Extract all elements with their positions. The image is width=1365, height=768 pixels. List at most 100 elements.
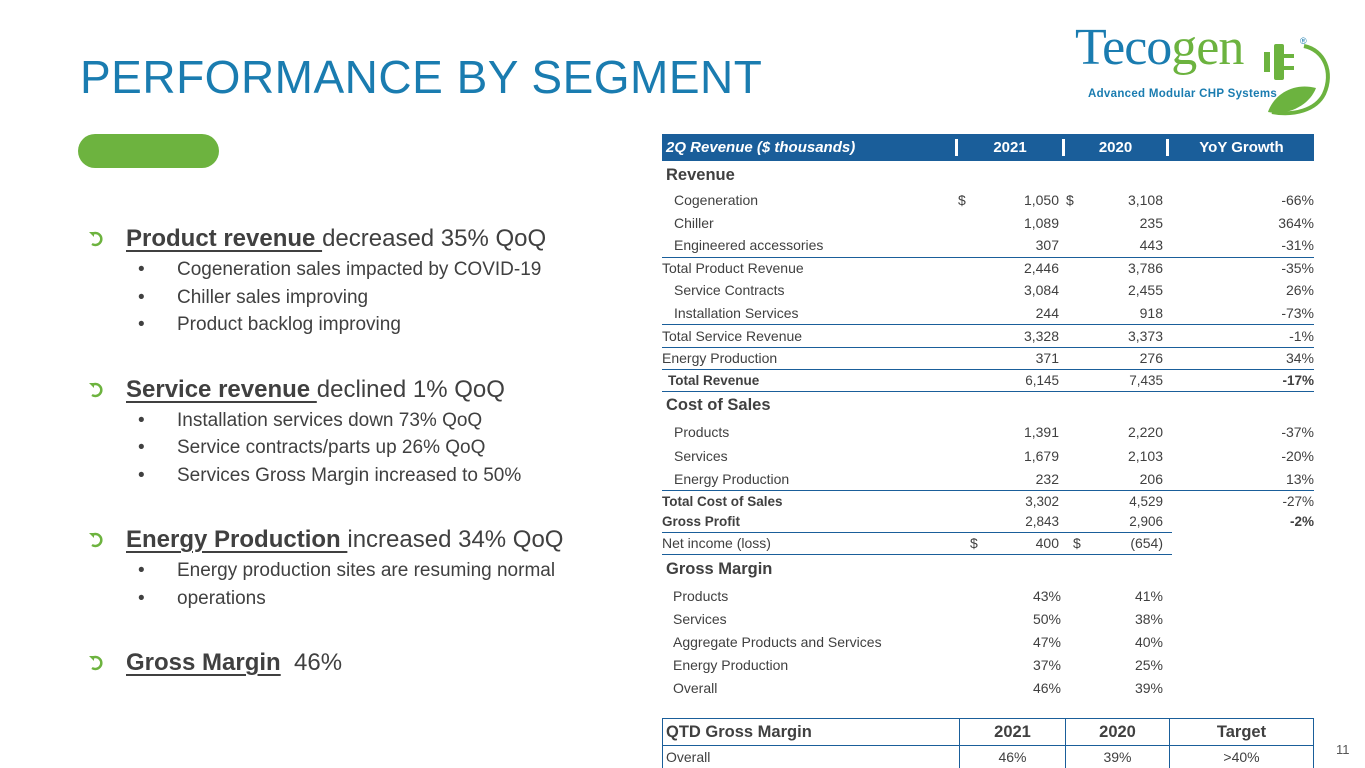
value-yoy: 34%: [1285, 350, 1314, 367]
energy-production-heading: Energy Production: [126, 526, 348, 553]
table-row-gross-profit: Gross Profit 2,843 2,906 -2%: [662, 511, 1314, 532]
sub-bullet: Energy production sites are resuming nor…: [88, 557, 628, 585]
table-row: Services 50% 38%: [662, 608, 1314, 631]
section-heading: Cost of Sales: [662, 392, 1314, 420]
value-2021: 1,089: [1023, 214, 1059, 231]
sub-bullet-continuation-text: operations: [177, 587, 266, 609]
table-row: Overall 46% 39%: [662, 677, 1314, 700]
value-2020: 3,108: [1127, 192, 1163, 209]
value-2020: 2,906: [1129, 514, 1163, 529]
table-row: Energy Production 371 276 34%: [662, 346, 1314, 370]
table-row: Chiller 1,089 235 364%: [662, 212, 1314, 235]
value-2020: 38%: [1134, 611, 1163, 627]
value-2021: 47%: [1032, 634, 1061, 650]
service-revenue-text: declined 1% QoQ: [316, 375, 505, 403]
section-heading: Revenue: [662, 161, 1314, 189]
header-cell: 2Q Revenue ($ thousands): [662, 139, 958, 156]
service-revenue-heading: Service revenue: [126, 375, 317, 403]
bullet-arrow-icon: [89, 382, 103, 397]
row-label: Gross Profit: [662, 514, 741, 529]
value-2020: 2,455: [1127, 282, 1163, 299]
section-label: Revenue: [666, 165, 735, 184]
bullet-arrow-icon: [89, 231, 103, 247]
gross-margin-heading: Gross Margin: [126, 649, 281, 676]
header-cell: 2020: [1065, 139, 1169, 156]
value-yoy: 26%: [1285, 282, 1314, 299]
currency-symbol: $: [958, 192, 966, 209]
value-yoy: -66%: [1281, 192, 1314, 209]
value-yoy: -37%: [1281, 423, 1314, 440]
value-2021: 1,050: [1023, 192, 1059, 209]
table-row: Overall 46% 39% >40%: [663, 746, 1313, 768]
page-title: PERFORMANCE BY SEGMENT: [80, 51, 763, 103]
plug-leaf-icon: [1264, 44, 1330, 116]
header-cell: Target: [1216, 722, 1267, 741]
currency-symbol: $: [1066, 192, 1074, 209]
value-2020: 39%: [1066, 746, 1170, 768]
qtd-table-header: QTD Gross Margin 2021 2020 Target: [663, 719, 1313, 746]
table-row: Services 1,679 2,103 -20%: [662, 444, 1314, 468]
value-2020: 3,786: [1127, 260, 1163, 277]
row-label: Service Contracts: [674, 282, 785, 299]
revenue-table: 2Q Revenue ($ thousands) 2021 2020 YoY G…: [662, 134, 1314, 700]
value-2021: 46%: [1032, 680, 1061, 696]
value-2020: 4,529: [1129, 493, 1163, 509]
value-2021: 3,328: [1023, 327, 1059, 344]
value-yoy: -20%: [1281, 447, 1314, 464]
value-yoy: -17%: [1282, 372, 1314, 388]
qtd-gross-margin-table: QTD Gross Margin 2021 2020 Target Overal…: [662, 718, 1314, 768]
bullet-gross-margin: Gross Margin 46%: [88, 646, 628, 680]
row-label: Services: [674, 447, 728, 464]
table-row-total: Total Product Revenue 2,446 3,786 -35%: [662, 256, 1314, 280]
currency-symbol: $: [970, 535, 978, 552]
logo-wordmark: Tecogen: [1075, 18, 1244, 77]
value-2020: 2,103: [1127, 447, 1163, 464]
table-row: Energy Production 232 206 13%: [662, 468, 1314, 491]
logo-registered-mark: ®: [1300, 36, 1307, 46]
value-2020: 235: [1139, 214, 1163, 231]
row-label: Total Revenue: [668, 372, 760, 388]
value-2021: 43%: [1032, 588, 1061, 604]
value-2020: 443: [1139, 237, 1163, 254]
value-2021: 307: [1035, 237, 1059, 254]
revenue-table-header: 2Q Revenue ($ thousands) 2021 2020 YoY G…: [662, 134, 1314, 161]
table-row-total: Total Service Revenue 3,328 3,373 -1%: [662, 324, 1314, 347]
logo-tagline: Advanced Modular CHP Systems: [1088, 88, 1278, 100]
row-label: Products: [673, 588, 729, 604]
sub-bullet-continuation: operations: [88, 585, 628, 613]
product-revenue-text: decreased 35% QoQ: [322, 225, 547, 252]
value-2020: 40%: [1134, 634, 1163, 650]
value-2020: (654): [1130, 535, 1163, 552]
row-label: Aggregate Products and Services: [673, 634, 882, 650]
value-2021: 50%: [1032, 611, 1061, 627]
table-row: Cogeneration $ 1,050 $ 3,108 -66%: [662, 189, 1314, 212]
value-2020: 276: [1139, 350, 1163, 367]
sub-bullet: Installation services down 73% QoQ: [88, 407, 628, 435]
section-heading: Gross Margin: [662, 555, 1314, 585]
value-yoy: -35%: [1281, 260, 1314, 277]
value-2021: 2,843: [1025, 514, 1059, 529]
currency-symbol: $: [1073, 535, 1081, 552]
section-label: Gross Margin: [666, 560, 773, 578]
table-row: Aggregate Products and Services 47% 40%: [662, 631, 1314, 654]
header-cell: 2021: [958, 139, 1065, 156]
table-row-total: Total Cost of Sales 3,302 4,529 -27%: [662, 490, 1314, 511]
value-yoy: -2%: [1289, 514, 1314, 529]
table-row: Products 43% 41%: [662, 585, 1314, 608]
bullet-service-revenue: Service revenue declined 1% QoQ: [88, 373, 628, 407]
row-label: Cogeneration: [674, 192, 759, 209]
value-2020: 41%: [1134, 588, 1163, 604]
sub-bullet: Services Gross Margin increased to 50%: [88, 462, 628, 490]
gross-margin-text: 46%: [280, 649, 343, 676]
row-label: Installation Services: [674, 304, 799, 321]
value-2020: 39%: [1134, 680, 1163, 696]
table-row: Engineered accessories 307 443 -31%: [662, 234, 1314, 257]
value-2020: 25%: [1134, 657, 1163, 673]
value-yoy: -73%: [1281, 304, 1314, 321]
header-cell: 2020: [1066, 719, 1170, 745]
value-yoy: 13%: [1285, 470, 1314, 487]
bullet-product-revenue: Product revenue decreased 35% QoQ: [88, 222, 628, 256]
sub-bullet: Service contracts/parts up 26% QoQ: [88, 434, 628, 462]
tecogen-logo: Tecogen ® Advanced Modular CHP Systems: [1070, 18, 1340, 123]
sub-bullet: Product backlog improving: [88, 311, 628, 339]
